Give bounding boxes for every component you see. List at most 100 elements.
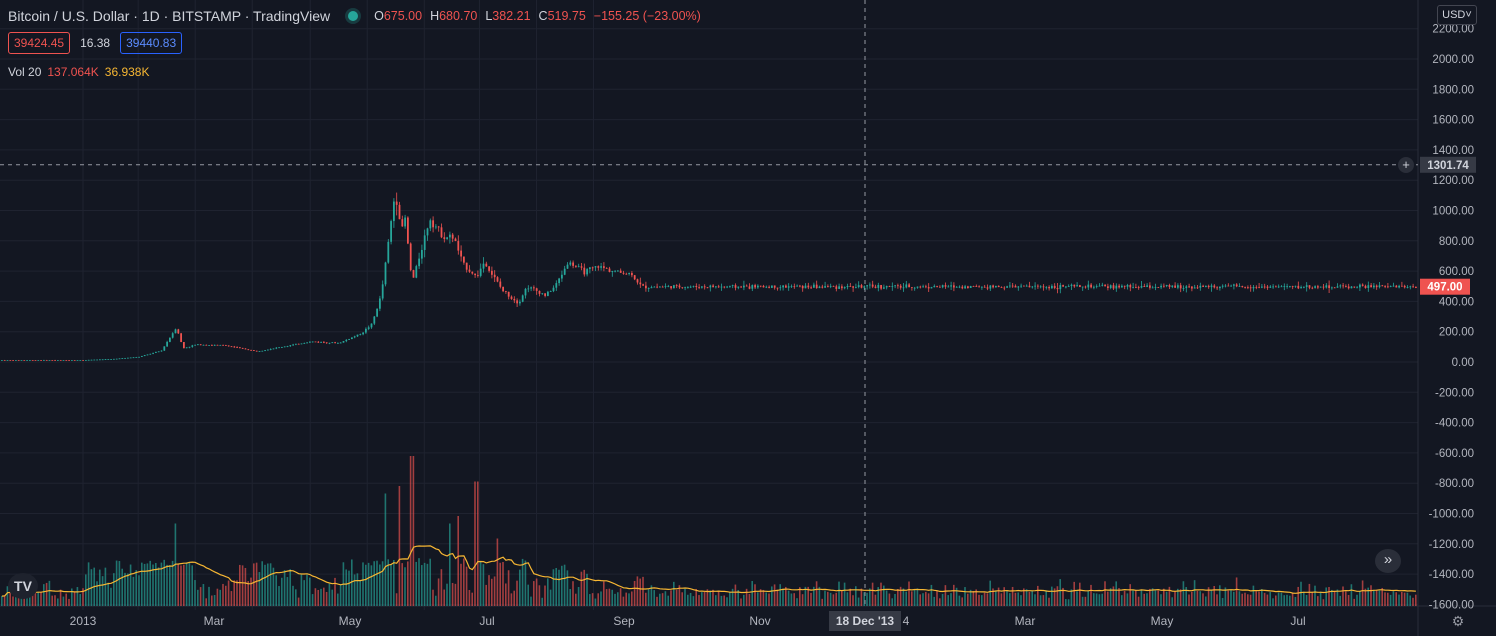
volume-bar <box>488 575 490 606</box>
volume-bar <box>622 596 625 606</box>
volume-bar <box>869 588 871 606</box>
candle-body <box>913 287 916 289</box>
candle-body <box>79 360 82 361</box>
price-tick-label: -600.00 <box>1435 448 1474 460</box>
volume-bar <box>1409 595 1411 606</box>
volume-bar <box>1109 588 1112 606</box>
candle-body <box>1359 284 1361 288</box>
volume-bar <box>390 564 392 606</box>
chevron-double-right-icon[interactable]: » <box>1375 549 1401 573</box>
volume-bar <box>146 563 149 606</box>
candle-body <box>281 347 283 348</box>
currency-label: USD <box>1442 9 1466 21</box>
volume-bar <box>1000 593 1003 606</box>
volume-bar <box>1193 580 1196 606</box>
candle-body <box>1118 285 1120 288</box>
candle-body <box>776 287 779 289</box>
market-status-icon[interactable] <box>348 11 359 21</box>
candle-body <box>138 356 140 358</box>
price-tick-label: 1000.00 <box>1432 206 1474 218</box>
candle-body <box>902 287 905 289</box>
candle-body <box>76 360 79 361</box>
candle-body <box>656 286 658 288</box>
candle-body <box>93 359 96 361</box>
candle-body <box>239 347 241 349</box>
candle-body <box>1084 286 1087 288</box>
candle-body <box>107 359 110 360</box>
volume-bar <box>40 592 42 606</box>
candle-body <box>566 264 569 269</box>
volume-bar <box>981 595 983 606</box>
volume-bar <box>1 596 3 606</box>
candle-body <box>1171 285 1174 287</box>
candle-body <box>549 291 552 292</box>
candle-body <box>1409 286 1412 288</box>
volume-bar <box>79 594 81 606</box>
high-value: 680.70 <box>439 9 478 23</box>
sell-button[interactable]: 39424.45 <box>8 32 71 54</box>
candle-body <box>650 287 653 289</box>
candle-body <box>869 284 871 286</box>
volume-bar <box>1412 597 1414 606</box>
symbol-title[interactable]: Bitcoin / U.S. Dollar · 1D · BITSTAMP · … <box>8 8 331 24</box>
volume-bar <box>1403 592 1406 606</box>
volume-bar <box>160 562 163 606</box>
volume-bar <box>1367 587 1369 606</box>
candle-body <box>1165 285 1168 287</box>
candle-body <box>1294 285 1297 287</box>
candle-body <box>351 337 353 340</box>
volume-bar <box>888 593 891 606</box>
candle-body <box>171 333 174 338</box>
currency-selector[interactable]: USD˅ <box>1437 5 1477 25</box>
volume-bar <box>961 597 963 606</box>
buy-button[interactable]: 39440.83 <box>120 32 183 54</box>
candle-body <box>491 270 493 275</box>
volume-bar <box>1389 594 1392 606</box>
volume-bar <box>1037 585 1039 606</box>
candle-body <box>183 342 185 349</box>
price-tick-label: -1000.00 <box>1429 509 1474 521</box>
high-label: H <box>430 9 440 23</box>
candle-body <box>241 347 244 349</box>
volume-bar <box>323 587 325 606</box>
candle-body <box>54 360 56 361</box>
volume-bar <box>600 591 602 606</box>
volume-bar <box>149 560 151 606</box>
volume-bar <box>1011 586 1014 606</box>
volume-bar <box>863 592 865 606</box>
gear-icon[interactable]: ⚙ <box>1451 613 1465 629</box>
volume-bar <box>580 571 583 606</box>
candle-body <box>919 286 922 288</box>
candle-body <box>731 285 734 286</box>
plus-circle-icon[interactable]: + <box>1398 157 1414 173</box>
candle-body <box>745 285 748 287</box>
volume-bar <box>919 594 921 606</box>
candle-body <box>1336 286 1339 288</box>
candle-body <box>552 287 555 292</box>
volume-bar <box>922 593 924 606</box>
volume-bar <box>1006 590 1008 606</box>
volume-bar <box>796 598 798 606</box>
candle-body <box>488 266 490 271</box>
candle-body <box>785 285 787 288</box>
volume-bar <box>1342 586 1344 606</box>
volume-bar <box>169 565 171 606</box>
tradingview-logo-icon[interactable]: TV <box>8 573 38 599</box>
volume-bar <box>829 592 832 606</box>
volume-bar <box>45 582 48 606</box>
candle-body <box>653 286 656 288</box>
candle-body <box>169 337 171 342</box>
volume-bar <box>734 584 737 606</box>
candle-body <box>715 286 717 288</box>
volume-bar <box>264 564 266 606</box>
volume-bar <box>1328 586 1330 606</box>
candle-body <box>883 287 885 289</box>
volume-bar <box>278 586 280 606</box>
volume-bar <box>1098 594 1101 606</box>
volume-bar <box>558 569 560 606</box>
candle-body <box>1252 286 1255 289</box>
volume-legend[interactable]: Vol 20 137.064K 36.938K <box>8 65 149 79</box>
volume-bar <box>244 567 247 606</box>
volume-bar <box>787 590 790 606</box>
